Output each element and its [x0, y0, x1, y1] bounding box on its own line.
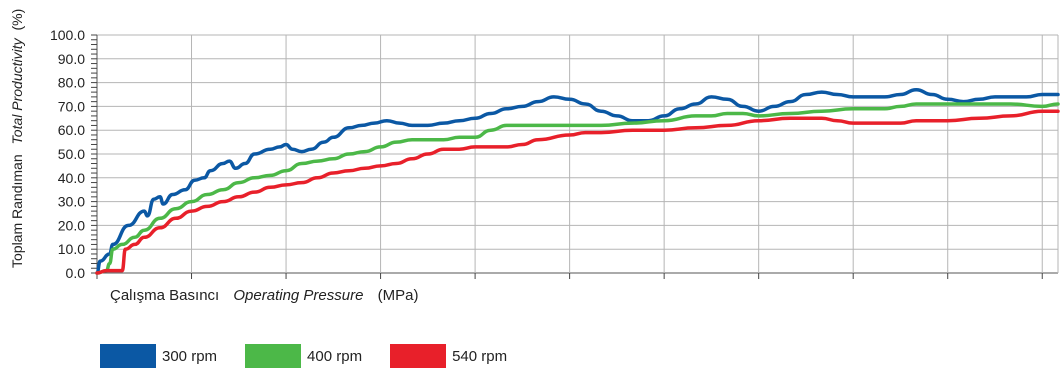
x-axis-label-main: Çalışma Basıncı: [110, 287, 220, 304]
y-tick-label: 100.0: [50, 27, 85, 43]
chart: 0.0 10.0 20.0 30.0 40.0 50.0 60.0 70.0 80.0 90.0 1…: [9, 9, 1060, 280]
y-tick-label: 0.0: [66, 265, 86, 280]
series-line-400-rpm: [95, 102, 1060, 275]
y-tick-label: 10.0: [58, 241, 85, 257]
legend-label-300: 300 rpm: [162, 347, 218, 365]
legend-item-400: 400 rpm: [245, 344, 362, 368]
legend-item-540: 540 rpm: [390, 344, 507, 368]
legend-item-300: 300 rpm: [100, 344, 217, 368]
y-tick-label: 20.0: [58, 217, 85, 233]
y-axis-label-main: Toplam Randıman: [9, 154, 25, 268]
y-tick-label: 80.0: [58, 75, 85, 91]
x-axis-label: Çalışma Basıncı Operating Pressure (MPa): [110, 287, 428, 304]
legend-label-400: 400 rpm: [307, 347, 363, 365]
y-axis-label: Toplam Randıman Total Productivity (%): [9, 9, 25, 268]
legend: 300 rpm 400 rpm 540 rpm: [100, 344, 535, 368]
x-axis-label-unit: (MPa): [377, 287, 419, 304]
y-tick-label: 60.0: [58, 122, 85, 138]
y-tick-label: 40.0: [58, 170, 85, 186]
y-axis-label-italic: Total Productivity: [9, 37, 25, 144]
series-lines: [95, 87, 1060, 275]
legend-swatch-540: [390, 344, 447, 368]
grid: [96, 34, 1059, 274]
series-line-540-rpm: [95, 109, 1060, 275]
legend-swatch-300: [100, 344, 156, 368]
y-axis-label-unit: (%): [9, 9, 25, 31]
y-tick-label: 50.0: [58, 146, 85, 162]
legend-swatch-400: [245, 344, 302, 368]
y-tick-label: 70.0: [58, 98, 85, 114]
legend-label-540: 540 rpm: [452, 347, 508, 365]
y-tick-labels: 0.0 10.0 20.0 30.0 40.0 50.0 60.0 70.0 80.0 90.0 1…: [50, 27, 85, 280]
x-axis-label-italic: Operating Pressure: [233, 287, 364, 304]
y-tick-label: 30.0: [58, 194, 85, 210]
minor-ticks: [91, 34, 1043, 279]
y-tick-label: 90.0: [58, 51, 85, 67]
series-line-300-rpm: [95, 87, 1060, 275]
